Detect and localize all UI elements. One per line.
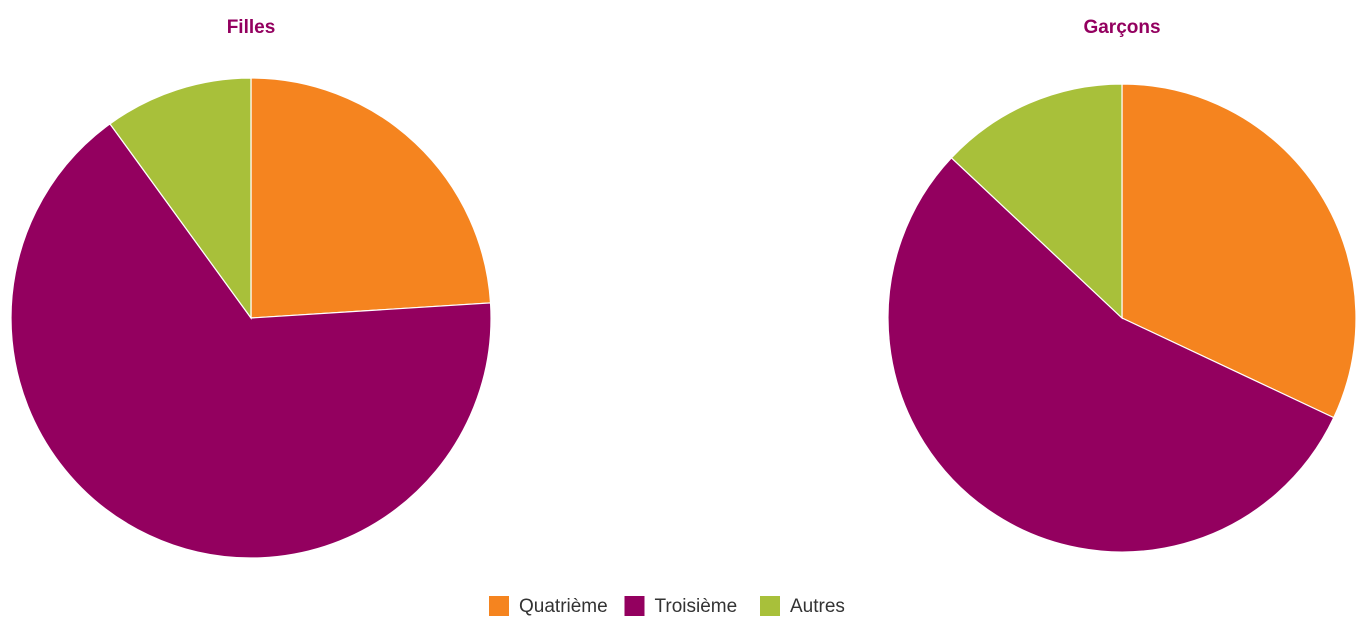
- legend-swatch: [760, 596, 780, 616]
- legend-label: Troisième: [655, 596, 738, 617]
- pie-slice: [250, 77, 492, 319]
- chart-title: Garçons: [1083, 17, 1160, 38]
- legend-label: Quatrième: [519, 596, 608, 617]
- pie-slice: [950, 83, 1123, 320]
- pie-slice: [1121, 83, 1356, 419]
- pie-slice: [10, 122, 492, 559]
- pie-slice: [887, 156, 1335, 553]
- legend-label: Autres: [790, 596, 845, 617]
- legend-swatch: [489, 596, 509, 616]
- legend-swatch: [624, 596, 645, 616]
- pie-slice: [109, 77, 252, 320]
- chart-title: Filles: [227, 17, 276, 38]
